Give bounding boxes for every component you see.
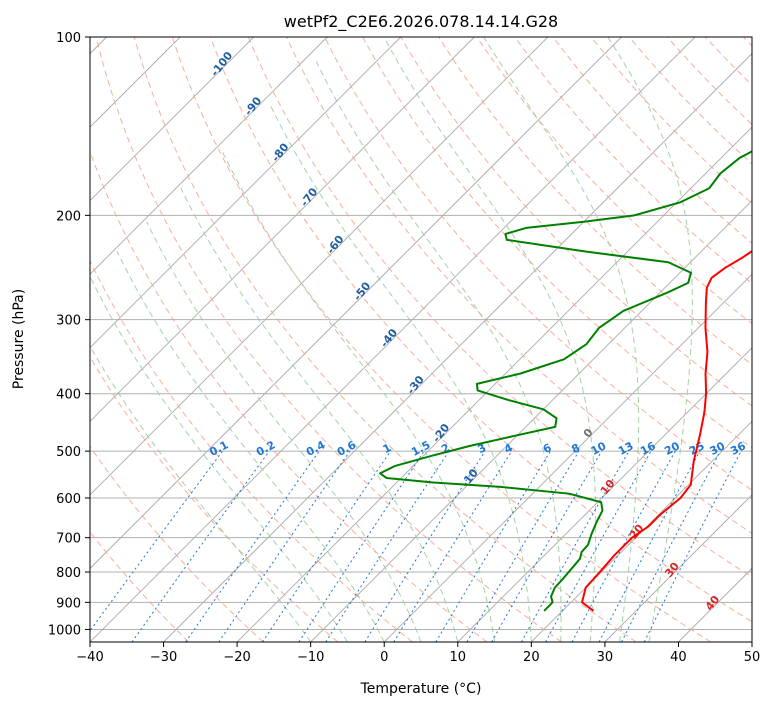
mixing-ratio-line [643, 450, 742, 642]
moist-adiabat [116, 251, 385, 642]
dry-adiabat [324, 37, 752, 491]
moist-adiabat [90, 345, 312, 642]
dry-adiabat [171, 37, 712, 642]
moist-adiabat [146, 221, 422, 642]
y-tick-label: 1000 [48, 623, 81, 638]
mixing-ratio-line [521, 450, 630, 642]
moist-adiabat [383, 37, 597, 642]
moist-adiabat [315, 61, 562, 642]
y-tick-label: 500 [56, 445, 81, 460]
mixing-ratio-label: 30 [708, 439, 728, 458]
plot-frame [89, 36, 753, 643]
skewed-isotherm [90, 37, 549, 496]
skewed-isotherm [90, 37, 328, 275]
moist-adiabat [483, 37, 640, 642]
skewed-isotherm [604, 494, 752, 642]
x-tick-label: 30 [597, 650, 614, 665]
dry-adiabat [400, 37, 752, 407]
mixing-ratio-line [545, 450, 652, 642]
y-tick-label: 100 [56, 31, 81, 46]
temperature-profile-line [581, 249, 752, 612]
dry-adiabat [209, 37, 752, 623]
dry-adiabat [95, 37, 562, 642]
mixing-ratio-label: 36 [728, 439, 748, 458]
mixing-ratio-label: 13 [616, 439, 636, 458]
skewed-isotherm [383, 273, 752, 642]
moist-adiabat [220, 149, 496, 642]
x-tick-label: 10 [450, 650, 467, 665]
y-axis: 1000 900 800 700 600 500 400 300 200 100 [48, 31, 90, 638]
dry-adiabat [514, 37, 752, 284]
dry-adiabat [476, 37, 752, 325]
y-axis-label: Pressure (hPa) [11, 289, 27, 389]
x-tick-label: −40 [76, 650, 103, 665]
x-tick-label: −30 [150, 650, 177, 665]
mixing-ratio-line [218, 450, 351, 642]
mixing-ratio-label: 10 [589, 439, 609, 458]
mixing-ratio-label: 20 [662, 439, 682, 458]
y-tick-label: 400 [56, 388, 81, 403]
skewed-isotherm [531, 420, 752, 642]
mixing-ratio-line [435, 450, 551, 642]
mixing-ratio-line [393, 450, 513, 642]
skewed-isotherm [163, 52, 752, 642]
dry-adiabat [628, 37, 752, 165]
x-tick-label: 20 [523, 650, 540, 665]
mixing-ratio-label: 16 [638, 439, 658, 458]
mixing-ratio-line [298, 450, 425, 642]
y-tick-label: 300 [56, 314, 81, 329]
dry-adiabat [90, 445, 264, 642]
skewed-isotherm [90, 37, 254, 202]
chart-title: wetPf2_C2E6.2026.078.14.14.G28 [284, 12, 558, 32]
moist-adiabat [269, 104, 532, 642]
mixing-ratio-line [185, 450, 320, 642]
skewed-isotherm [236, 126, 752, 642]
profiles [379, 150, 752, 612]
dry-adiabat [590, 37, 752, 205]
x-tick-label: 0 [380, 650, 388, 665]
x-tick-label: 50 [744, 650, 761, 665]
x-axis-label: Temperature (°C) [360, 681, 482, 697]
y-tick-label: 900 [56, 596, 81, 611]
moist-adiabat [90, 277, 348, 642]
skewed-isotherm [90, 37, 696, 642]
y-tick-label: 800 [56, 566, 81, 581]
skewed-isotherm [90, 37, 475, 422]
mixing-ratio-line [598, 450, 701, 642]
dry-adiabat [133, 37, 637, 642]
dry-adiabat [362, 37, 752, 449]
x-axis: −40 −30 −20 −10 0 10 20 30 40 50 [76, 642, 760, 665]
skewed-isotherm [457, 347, 752, 642]
mixing-ratio-line [131, 450, 270, 642]
moist-adiabat [607, 37, 693, 642]
background-lines [90, 37, 752, 642]
skewed-isotherm [90, 37, 402, 349]
dry-adiabat [90, 259, 413, 642]
y-tick-label: 600 [56, 492, 81, 507]
y-tick-label: 200 [56, 209, 81, 224]
moist-adiabat [180, 188, 459, 642]
dewpoint-profile-line [379, 150, 752, 612]
x-tick-label: 40 [670, 650, 687, 665]
mixing-ratio-labels: 0.1 0.2 0.4 0.6 1 1.5 2 3 4 6 8 10 13 16 20 25 30 36 [207, 438, 748, 459]
y-tick-label: 700 [56, 532, 81, 547]
dry-adiabat [247, 37, 752, 578]
mixing-ratio-line [571, 450, 676, 642]
mixing-ratio-line [262, 450, 391, 642]
mixing-ratio-line [621, 450, 721, 642]
x-tick-label: −20 [223, 650, 250, 665]
mixing-ratio-line [466, 450, 580, 642]
skewed-isotherm [90, 37, 622, 570]
mixing-ratio-line [491, 450, 603, 642]
x-tick-label: −10 [297, 650, 324, 665]
